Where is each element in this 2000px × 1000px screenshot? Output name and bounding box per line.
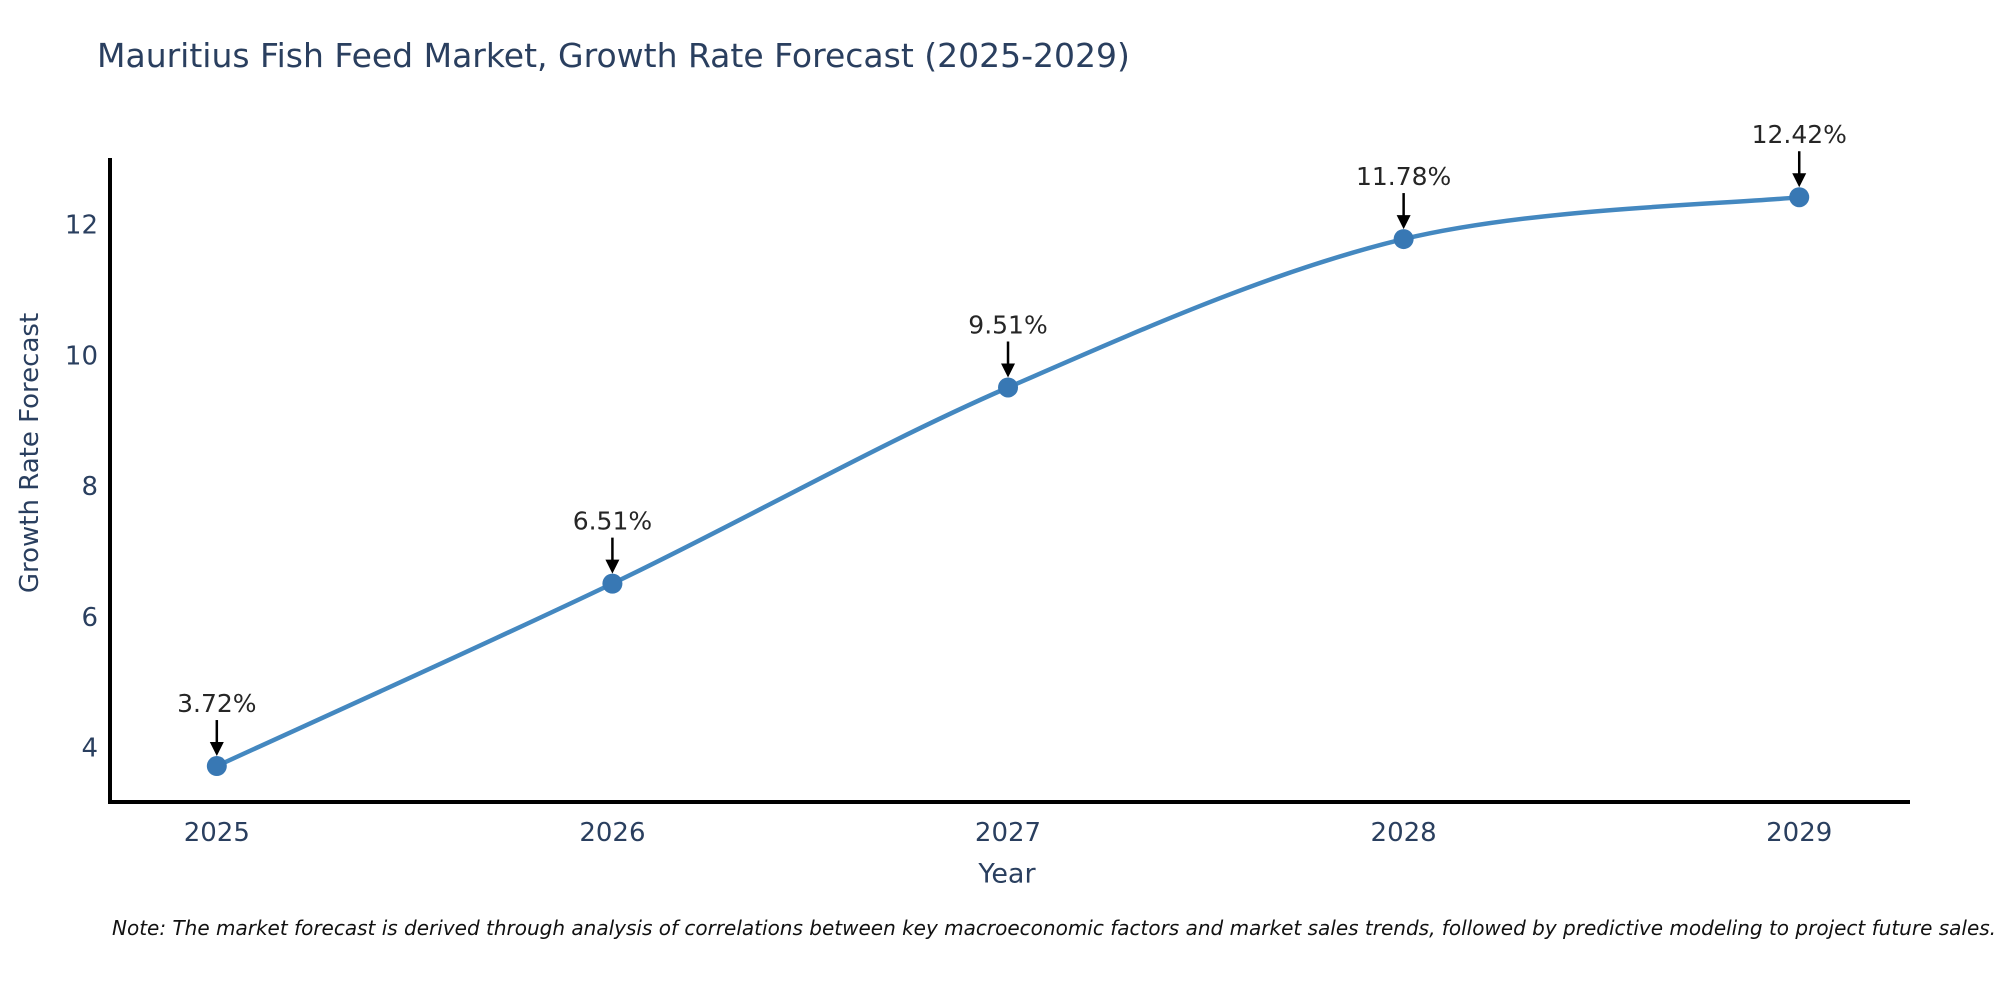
x-tick-label: 2028	[1371, 818, 1437, 848]
data-point	[1393, 229, 1414, 250]
data-point-label: 3.72%	[177, 689, 256, 718]
data-point	[206, 756, 227, 777]
data-point-label: 9.51%	[968, 310, 1047, 339]
annotation-arrowhead	[605, 559, 620, 574]
data-point	[1789, 187, 1810, 208]
y-tick-label: 8	[81, 472, 98, 502]
annotation-arrowhead	[1001, 363, 1016, 378]
annotation-arrowhead	[209, 742, 224, 757]
x-tick-label: 2025	[184, 818, 250, 848]
x-tick-label: 2027	[975, 818, 1041, 848]
data-point-label: 12.42%	[1752, 120, 1847, 149]
x-tick-label: 2029	[1766, 818, 1832, 848]
data-point	[998, 377, 1019, 398]
annotation-arrowhead	[1792, 173, 1807, 188]
data-point	[602, 573, 623, 594]
chart-title: Mauritius Fish Feed Market, Growth Rate …	[97, 36, 1130, 75]
y-tick-label: 4	[81, 734, 98, 764]
x-tick-label: 2026	[579, 818, 645, 848]
footnote: Note: The market forecast is derived thr…	[112, 916, 1997, 940]
data-point-label: 6.51%	[573, 507, 652, 536]
y-tick-label: 6	[81, 603, 98, 633]
x-axis-title: Year	[978, 858, 1036, 890]
y-tick-label: 10	[65, 341, 98, 371]
data-point-label: 11.78%	[1356, 162, 1451, 191]
y-tick-label: 12	[65, 211, 98, 241]
trend-line	[214, 194, 1802, 769]
annotation-arrowhead	[1396, 215, 1411, 230]
